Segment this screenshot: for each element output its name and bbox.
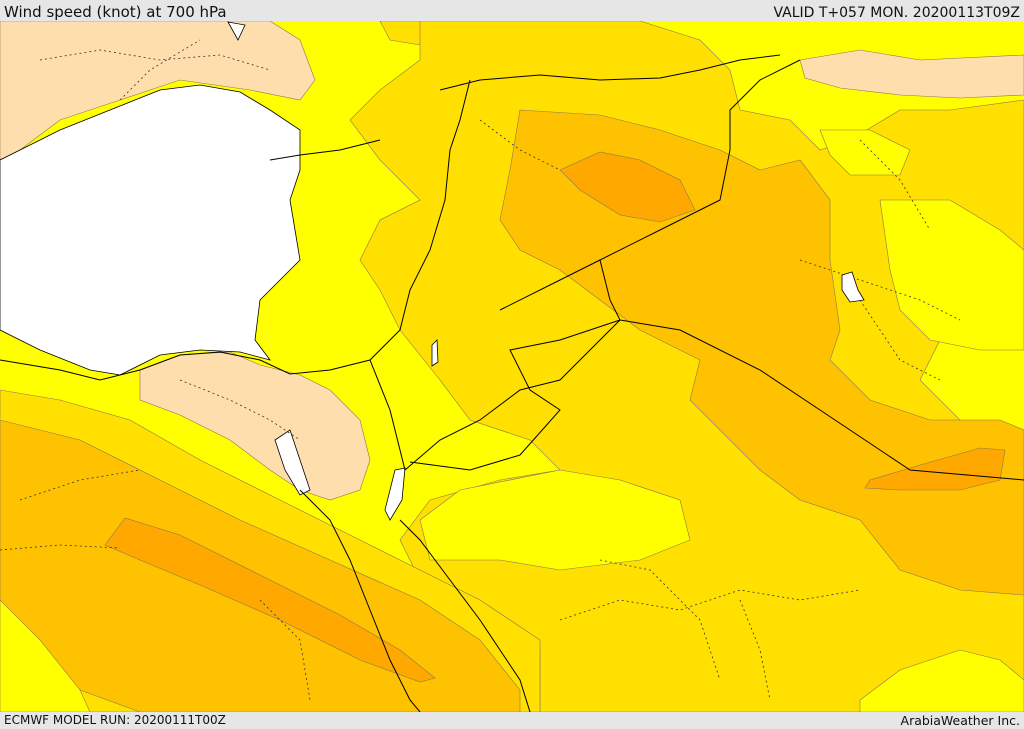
band-dark-southwest bbox=[104, 517, 436, 683]
gulf-of-suez bbox=[274, 429, 311, 496]
admin-lines bbox=[0, 39, 961, 701]
lake-east bbox=[841, 271, 865, 303]
map-footer: ECMWF MODEL RUN: 20200111T00Z ArabiaWeat… bbox=[0, 712, 1024, 729]
band-yellow-bottom-left bbox=[0, 599, 91, 712]
band-light-egypt bbox=[139, 351, 371, 501]
credit-label: ArabiaWeather Inc. bbox=[900, 713, 1020, 728]
gulf-of-aqaba bbox=[384, 467, 406, 521]
band-yellow-saudi bbox=[419, 469, 691, 571]
band-yellow-east bbox=[879, 199, 1024, 351]
dead-sea bbox=[431, 339, 439, 367]
borders bbox=[0, 54, 1024, 712]
mediterranean-sea bbox=[0, 84, 301, 376]
valid-time: VALID T+057 MON. 20200113T09Z bbox=[773, 5, 1020, 21]
model-run-label: ECMWF MODEL RUN: 20200111T00Z bbox=[4, 713, 226, 727]
map-header: Wind speed (knot) at 700 hPa VALID T+057… bbox=[0, 0, 1024, 21]
map-title: Wind speed (knot) at 700 hPa bbox=[4, 3, 227, 21]
band-dark-east bbox=[864, 447, 1006, 491]
map-area bbox=[0, 21, 1024, 712]
band-dark-syria bbox=[559, 151, 696, 223]
wind-speed-map bbox=[0, 21, 1024, 712]
lake-turkey bbox=[227, 21, 246, 41]
band-light-iran bbox=[799, 49, 1024, 99]
band-yellow-bottom-right bbox=[859, 649, 1024, 712]
band-yellow-gulf bbox=[819, 129, 911, 176]
